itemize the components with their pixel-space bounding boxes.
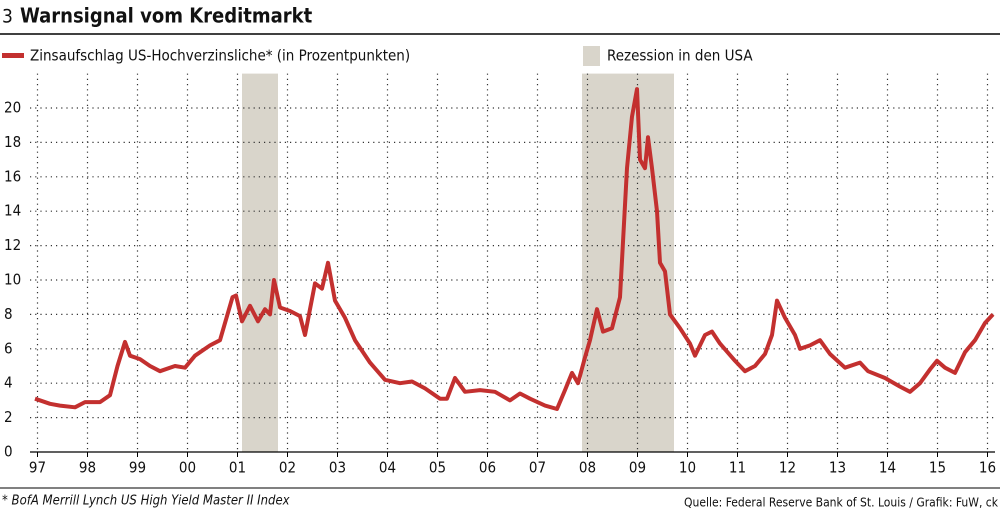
x-tick-label: 04 xyxy=(379,459,396,477)
x-tick-label: 01 xyxy=(229,459,246,477)
x-tick-label: 11 xyxy=(729,459,746,477)
legend-swatch xyxy=(583,46,600,66)
legend-label: Rezession in den USA xyxy=(607,47,753,65)
x-tick-label: 09 xyxy=(629,459,646,477)
x-tick-label: 03 xyxy=(329,459,346,477)
source: Quelle: Federal Reserve Bank of St. Loui… xyxy=(684,496,999,510)
x-tick-label: 16 xyxy=(979,459,996,477)
x-tick-label: 05 xyxy=(429,459,446,477)
x-tick-label: 13 xyxy=(829,459,846,477)
x-tick-label: 15 xyxy=(929,459,946,477)
y-tick-label: 6 xyxy=(4,339,13,357)
legend-swatch xyxy=(2,53,24,58)
x-tick-label: 98 xyxy=(79,459,96,477)
footnote: * BofA Merrill Lynch US High Yield Maste… xyxy=(2,494,291,509)
legend-label: Zinsaufschlag US-Hochverzinsliche* (in P… xyxy=(30,47,410,65)
y-tick-label: 16 xyxy=(4,167,21,185)
chart-number: 3 xyxy=(2,6,13,28)
x-tick-label: 08 xyxy=(579,459,596,477)
y-tick-label: 14 xyxy=(4,202,21,220)
x-tick-label: 12 xyxy=(779,459,796,477)
x-tick-label: 97 xyxy=(29,459,46,477)
x-tick-label: 07 xyxy=(529,459,546,477)
chart-title: Warnsignal vom Kreditmarkt xyxy=(20,4,313,28)
x-tick-label: 02 xyxy=(279,459,296,477)
y-tick-label: 0 xyxy=(4,443,13,461)
x-tick-label: 06 xyxy=(479,459,496,477)
x-tick-label: 99 xyxy=(129,459,146,477)
y-tick-label: 20 xyxy=(4,99,21,117)
recession-band xyxy=(242,73,278,452)
y-tick-label: 8 xyxy=(4,305,13,323)
y-tick-label: 2 xyxy=(4,408,13,426)
y-tick-label: 4 xyxy=(4,374,13,392)
y-tick-label: 18 xyxy=(4,133,21,151)
x-tick-label: 10 xyxy=(679,459,696,477)
data-line xyxy=(34,87,995,411)
x-tick-label: 14 xyxy=(879,459,896,477)
x-tick-label: 00 xyxy=(179,459,196,477)
y-tick-label: 10 xyxy=(4,271,21,289)
y-tick-label: 12 xyxy=(4,236,21,254)
